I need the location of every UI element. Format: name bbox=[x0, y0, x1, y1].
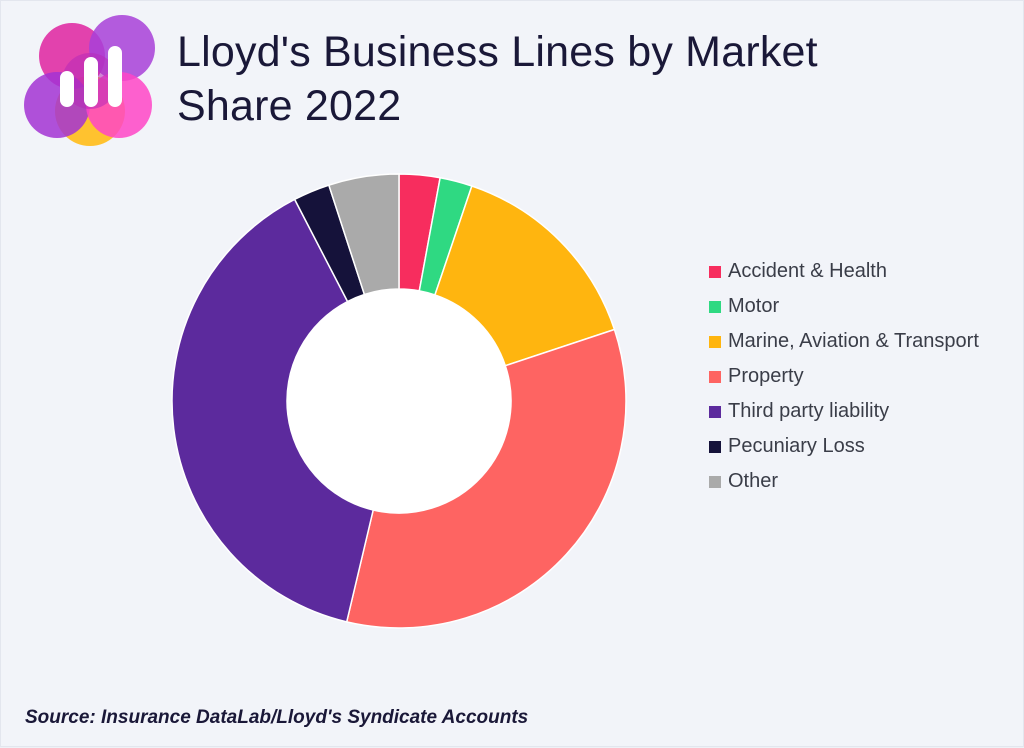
legend-label: Accident & Health bbox=[728, 260, 887, 282]
chart-title-line-1: Lloyd's Business Lines by Market bbox=[177, 28, 818, 76]
legend-swatch bbox=[709, 335, 721, 348]
legend-label: Third party liability bbox=[728, 400, 890, 422]
legend-swatch bbox=[709, 370, 721, 383]
legend-item: Marine, Aviation & Transport bbox=[709, 324, 979, 359]
legend-item: Other bbox=[709, 464, 979, 499]
chart-title-line-2: Share 2022 bbox=[177, 82, 402, 130]
bar-chart-logo-icon bbox=[24, 15, 155, 146]
donut-slice-property bbox=[345, 328, 627, 629]
donut-hole bbox=[287, 289, 511, 513]
legend-label: Pecuniary Loss bbox=[728, 435, 865, 457]
legend-label: Other bbox=[728, 470, 779, 492]
legend-label: Marine, Aviation & Transport bbox=[728, 330, 979, 352]
source-note: Source: Insurance DataLab/Lloyd's Syndic… bbox=[25, 707, 529, 728]
legend-item: Property bbox=[709, 359, 979, 394]
legend-swatch bbox=[709, 300, 721, 313]
chart-title: Lloyd's Business Lines by Market Share 2… bbox=[177, 25, 957, 133]
legend-swatch bbox=[709, 475, 721, 488]
legend-swatch bbox=[709, 405, 721, 418]
legend-label: Property bbox=[728, 365, 804, 387]
legend-item: Motor bbox=[709, 289, 979, 324]
legend-item: Third party liability bbox=[709, 394, 979, 429]
legend-swatch bbox=[709, 440, 721, 453]
legend-label: Motor bbox=[728, 295, 780, 317]
legend-swatch bbox=[709, 265, 721, 278]
legend-item: Accident & Health bbox=[709, 254, 979, 289]
chart-legend: Accident & Health Motor Marine, Aviation &… bbox=[709, 254, 979, 499]
legend-item: Pecuniary Loss bbox=[709, 429, 979, 464]
